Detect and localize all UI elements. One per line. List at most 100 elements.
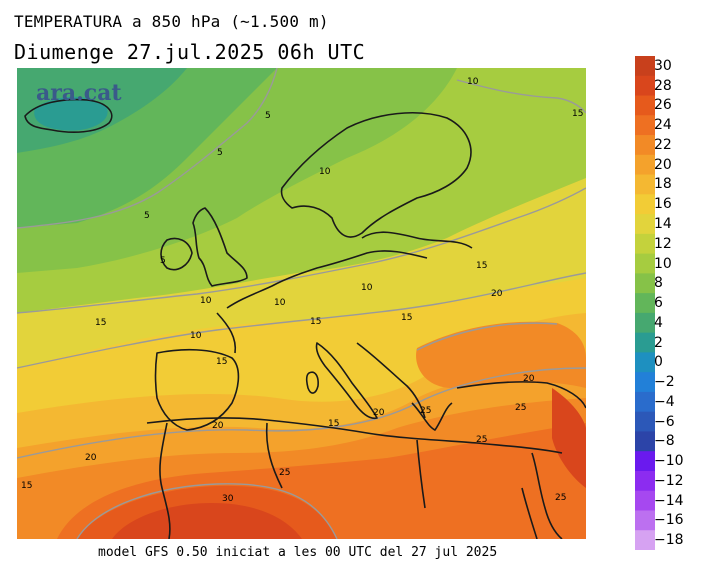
scandinavia-coast xyxy=(280,112,472,238)
colorbar-swatch xyxy=(635,293,655,314)
contour-label: 10 xyxy=(467,77,479,87)
colorbar-swatch xyxy=(635,312,655,334)
colorbar-label: −10 xyxy=(654,453,684,470)
colorbar-swatch xyxy=(635,372,655,393)
contour-label: 15 xyxy=(476,261,487,271)
africa-coast xyxy=(146,417,563,454)
contour-label: 10 xyxy=(274,298,286,308)
colorbar-label: 20 xyxy=(654,156,672,173)
colorbar-swatch xyxy=(635,115,655,136)
contour-label: 5 xyxy=(160,256,166,266)
colorbar-label: −6 xyxy=(654,413,675,430)
colorbar-swatch xyxy=(635,75,655,97)
contour-label: 10 xyxy=(190,331,202,341)
colorbar-label: 18 xyxy=(654,176,672,193)
colorbar-swatch xyxy=(635,490,655,511)
colorbar-swatch xyxy=(635,451,655,472)
contour-label: 10 xyxy=(200,296,212,306)
ireland-coast xyxy=(160,237,193,271)
colorbar-label: −18 xyxy=(654,532,684,549)
contour-label: 10 xyxy=(319,167,331,177)
colorbar-label: −16 xyxy=(654,512,684,529)
iceland-coast xyxy=(24,98,113,133)
colorbar-label: 30 xyxy=(654,57,672,74)
colorbar-swatch xyxy=(635,253,655,274)
temperature-colorbar xyxy=(635,56,655,550)
contour-label: 15 xyxy=(328,419,339,429)
colorbar-swatch xyxy=(635,214,655,235)
colorbar-label: 0 xyxy=(654,354,663,371)
middle-east-coast xyxy=(531,452,563,539)
colorbar-label: −8 xyxy=(654,433,675,450)
contour-label: 5 xyxy=(265,111,271,121)
colorbar-swatch xyxy=(635,56,655,77)
continent-coast xyxy=(226,250,428,309)
coastlines xyxy=(24,98,586,539)
colorbar-label: 28 xyxy=(654,77,672,94)
contour-label: 25 xyxy=(555,493,566,503)
temperature-map: 10 15 5 5 10 5 5 10 10 10 15 20 15 10 15 15 15 20 20 25 25 20… xyxy=(17,68,586,539)
colorbar-labels: 30 28 26 24 22 20 18 16 14 12 10 8 6 4 2 0 −2 −4 −6 −8 −10 −1… xyxy=(654,56,714,550)
colorbar-swatch xyxy=(635,510,655,531)
contour-labels: 10 15 5 5 10 5 5 10 10 10 15 20 15 10 15 15 15 20 20 25 25 20… xyxy=(21,77,583,504)
model-footer: model GFS 0.50 iniciat a les 00 UTC del … xyxy=(98,545,498,560)
colorbar-swatch xyxy=(635,154,655,176)
colorbar-swatch xyxy=(635,332,655,353)
colorbar-swatch xyxy=(635,391,655,413)
colorbar-label: 22 xyxy=(654,136,672,153)
balkan-coast xyxy=(356,342,426,419)
iberia-coast xyxy=(154,348,240,431)
field-red2 xyxy=(112,503,302,539)
contour-label: 5 xyxy=(144,211,150,221)
france-coast xyxy=(216,312,237,354)
colorbar-label: 10 xyxy=(654,255,672,272)
contour-label: 15 xyxy=(310,317,321,327)
contour-label: 25 xyxy=(279,468,290,478)
colorbar-swatch xyxy=(635,194,655,215)
colorbar-label: 12 xyxy=(654,235,672,252)
contour-label: 25 xyxy=(515,403,526,413)
baltic-coast xyxy=(361,231,473,249)
contour-label: 20 xyxy=(212,421,224,431)
border-1 xyxy=(159,422,171,539)
contour-label: 20 xyxy=(373,408,385,418)
ara-cat-logo: ara.cat xyxy=(36,80,122,106)
contour-label: 15 xyxy=(401,313,412,323)
colorbar-label: 2 xyxy=(654,334,663,351)
contour-label: 20 xyxy=(523,374,535,384)
contour-label: 15 xyxy=(95,318,106,328)
colorbar-label: 6 xyxy=(654,295,663,311)
turkey-coast xyxy=(456,381,586,409)
contour-label: 20 xyxy=(491,289,503,299)
contour-label: 10 xyxy=(361,283,373,293)
colorbar-swatch xyxy=(635,95,655,116)
colorbar-label: 16 xyxy=(654,196,672,213)
border-2 xyxy=(265,422,283,489)
colorbar-label: −12 xyxy=(654,472,684,489)
greece-coast xyxy=(411,402,453,431)
uk-coast xyxy=(192,207,248,287)
colorbar-label: 26 xyxy=(654,97,672,114)
colorbar-swatch xyxy=(635,431,655,452)
colorbar-swatch xyxy=(635,273,655,294)
colorbar-swatch xyxy=(635,135,655,156)
colorbar-label: −4 xyxy=(654,393,675,410)
colorbar-label: 4 xyxy=(654,314,663,331)
border-3 xyxy=(416,439,426,509)
field-orange-balkan xyxy=(416,321,586,389)
colorbar-label: 24 xyxy=(654,117,672,134)
colorbar-swatch xyxy=(635,530,655,550)
colorbar-label: −2 xyxy=(654,374,675,390)
sardinia xyxy=(305,371,319,394)
colorbar-swatch xyxy=(635,174,655,195)
colorbar-swatch xyxy=(635,470,655,492)
field-cyan xyxy=(34,96,108,131)
contour-label: 15 xyxy=(216,357,227,367)
map-subtitle: Diumenge 27.jul.2025 06h UTC xyxy=(14,40,366,64)
contour-label: 15 xyxy=(21,481,32,491)
contour-label: 15 xyxy=(572,109,583,119)
italy-coast xyxy=(315,342,378,420)
contour-label: 25 xyxy=(420,406,431,416)
colorbar-label: −14 xyxy=(654,492,684,509)
field-red-east xyxy=(552,388,586,488)
